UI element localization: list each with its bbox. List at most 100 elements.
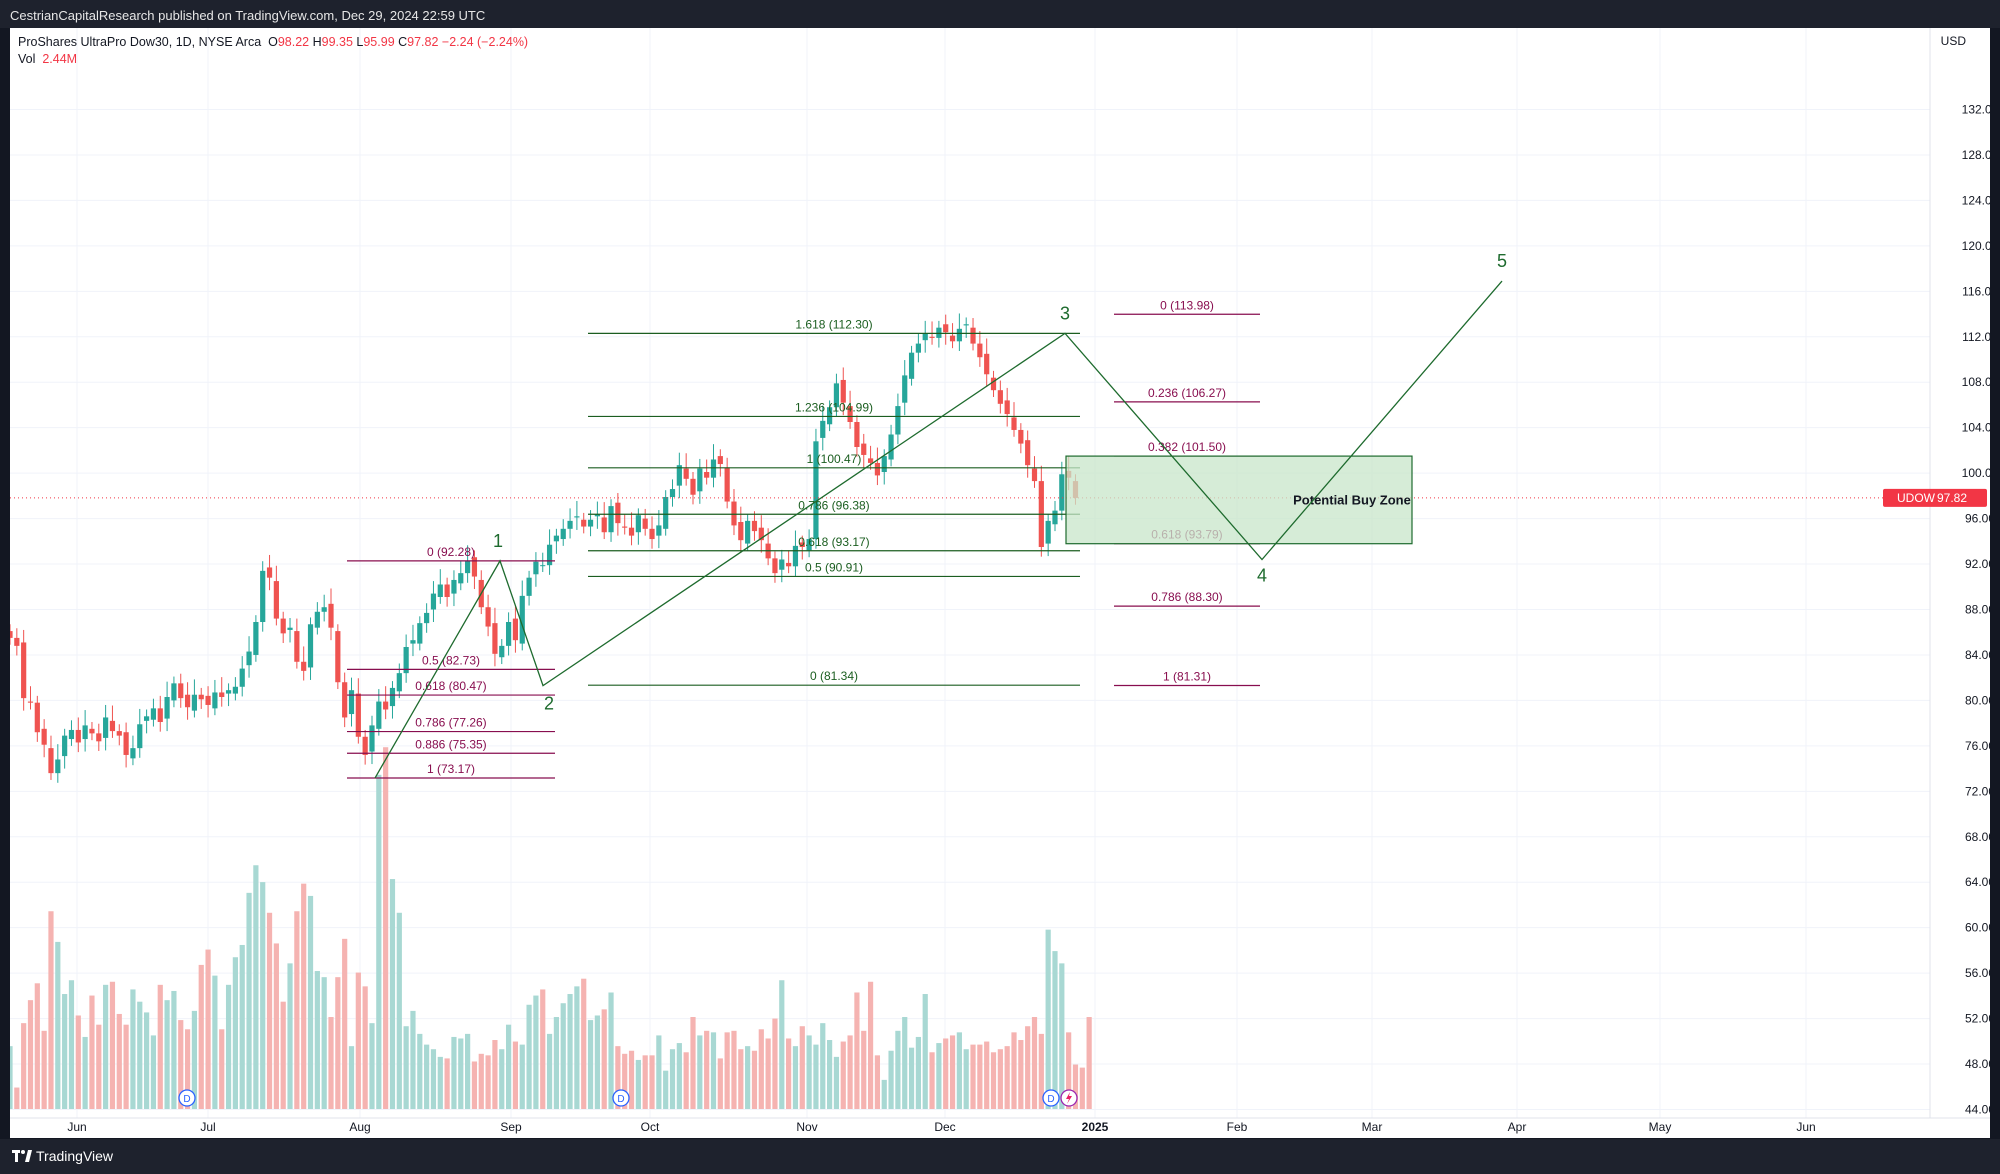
- candle-body: [376, 701, 382, 729]
- volume-bar: [109, 981, 116, 1109]
- volume-bar: [430, 1049, 437, 1109]
- volume-bar: [417, 1033, 423, 1109]
- candle: [383, 686, 389, 720]
- candle: [724, 457, 730, 509]
- volume-bar: [635, 1059, 641, 1109]
- y-tick-label: 124.00: [1962, 193, 1990, 207]
- volume-bar: [144, 1012, 150, 1109]
- candle-body: [184, 694, 191, 708]
- candle: [48, 735, 54, 780]
- dividend-badge-icon: [178, 1089, 196, 1107]
- candle: [779, 549, 785, 583]
- candle-body: [307, 624, 314, 668]
- volume-bar: [198, 964, 204, 1109]
- candle-body: [970, 327, 976, 344]
- fib-extension-3-label: 0 (81.34): [810, 669, 858, 683]
- candle-body: [772, 558, 778, 574]
- volume-bar: [888, 1050, 894, 1109]
- volume-bar: [410, 1010, 416, 1109]
- y-tick-label: 56.00: [1965, 966, 1990, 980]
- volume-bar: [48, 911, 54, 1109]
- candle-body: [287, 627, 293, 630]
- candle-body: [1052, 510, 1058, 525]
- volume-bar: [89, 995, 95, 1109]
- candle: [1025, 430, 1031, 478]
- volume-bar: [649, 1055, 655, 1109]
- y-tick-label: 132.00: [1962, 103, 1990, 117]
- candle: [915, 333, 921, 363]
- volume-bar: [321, 977, 327, 1109]
- dividend-badge-icon: [1042, 1089, 1060, 1107]
- price-chart[interactable]: 44.00 48.00 52.00 56.00 60.00 64.00 68.00 72.00…: [10, 28, 1990, 1138]
- candle: [970, 318, 976, 351]
- candle: [10, 624, 13, 645]
- candle-body: [410, 640, 416, 644]
- volume-bar: [929, 1052, 935, 1109]
- candle-body: [82, 725, 88, 740]
- candle: [21, 629, 27, 711]
- candle: [505, 612, 512, 656]
- volume-bar: [137, 1001, 143, 1109]
- y-tick-label: 64.00: [1965, 875, 1990, 889]
- candle: [717, 449, 723, 477]
- volume-bar: [915, 1036, 921, 1109]
- legend-symbol: ProShares UltraPro Dow30, 1D, NYSE Arca: [18, 35, 262, 49]
- dividend-badge-label: D: [1047, 1094, 1054, 1105]
- candle-body: [505, 622, 512, 646]
- candle-body: [41, 728, 47, 745]
- chart-panel[interactable]: 44.00 48.00 52.00 56.00 60.00 64.00 68.00 72.00…: [10, 28, 1990, 1138]
- x-tick-label: Nov: [796, 1120, 817, 1134]
- candle-body: [55, 759, 61, 774]
- candle-body: [867, 458, 874, 463]
- candle: [799, 535, 805, 560]
- volume-bar: [526, 1004, 532, 1109]
- y-tick-label: 96.00: [1965, 512, 1990, 526]
- candle: [827, 400, 833, 432]
- volume-bar: [943, 1038, 949, 1109]
- volume-bar: [874, 1055, 881, 1109]
- lightning-icon: [1066, 1092, 1072, 1104]
- candle: [219, 677, 225, 707]
- volume-bar: [990, 1052, 997, 1109]
- candle: [451, 570, 457, 607]
- candle-body: [526, 577, 532, 596]
- candle-body: [929, 336, 935, 338]
- dividend-badge-label: D: [617, 1094, 624, 1105]
- legend-row-volume: Vol 2.44M: [18, 51, 528, 68]
- candle: [560, 519, 566, 546]
- candle: [103, 704, 109, 751]
- volume-bar: [123, 1024, 129, 1109]
- candle: [690, 472, 696, 505]
- volume-bar: [1086, 1017, 1092, 1109]
- candle-body: [492, 623, 498, 654]
- legend-vol: 2.44M: [42, 52, 78, 66]
- candle-body: [178, 683, 184, 699]
- volume-bar: [560, 1003, 566, 1109]
- volume-bar: [225, 984, 232, 1109]
- candle: [96, 723, 102, 751]
- currency-label[interactable]: USD: [1940, 34, 1966, 48]
- volume-bar: [540, 989, 546, 1109]
- legend-open: 98.22: [277, 35, 310, 49]
- wave-label: 4: [1257, 566, 1267, 586]
- volume-bar: [212, 975, 218, 1109]
- candle-body: [949, 335, 956, 342]
- volume-bar: [1059, 963, 1065, 1109]
- candle-body: [62, 735, 68, 757]
- fib-retracement-1-2-label: 0.618 (80.47): [415, 679, 486, 693]
- volume-bar: [1072, 1064, 1079, 1109]
- volume-bar: [451, 1036, 457, 1109]
- candle: [212, 679, 218, 716]
- candle: [198, 687, 204, 709]
- candle-body: [861, 443, 867, 455]
- candle: [266, 554, 273, 591]
- volume-bar: [396, 912, 402, 1109]
- candle-body: [792, 545, 799, 567]
- volume-bar: [840, 1041, 846, 1109]
- candle-body: [328, 603, 334, 628]
- volume-bar: [587, 1020, 594, 1109]
- wave-label: 1: [493, 531, 503, 551]
- candle: [745, 514, 751, 551]
- volume-bar: [1052, 951, 1058, 1109]
- dividend-badge-icon: [612, 1089, 630, 1107]
